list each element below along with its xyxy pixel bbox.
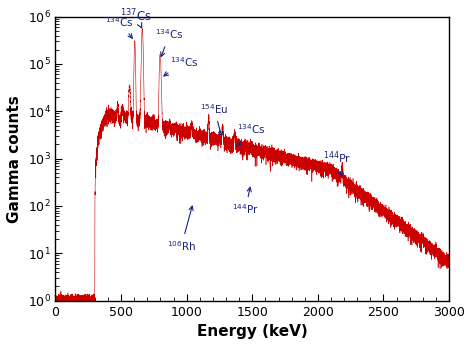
Text: $^{137}$Cs: $^{137}$Cs — [119, 7, 152, 28]
Text: $^{154}$Eu: $^{154}$Eu — [200, 102, 228, 136]
Text: $^{144}$Pr: $^{144}$Pr — [232, 187, 259, 216]
Text: $^{106}$Rh: $^{106}$Rh — [167, 206, 196, 253]
Text: $^{134}$Cs: $^{134}$Cs — [164, 55, 198, 76]
Y-axis label: Gamma counts: Gamma counts — [7, 95, 22, 222]
Text: $^{134}$Cs: $^{134}$Cs — [155, 28, 184, 56]
Text: $^{144}$Pr: $^{144}$Pr — [323, 149, 352, 176]
Text: $^{134}$Cs: $^{134}$Cs — [236, 122, 265, 146]
Text: $^{134}$Cs: $^{134}$Cs — [105, 15, 134, 38]
X-axis label: Energy (keV): Energy (keV) — [197, 324, 308, 339]
